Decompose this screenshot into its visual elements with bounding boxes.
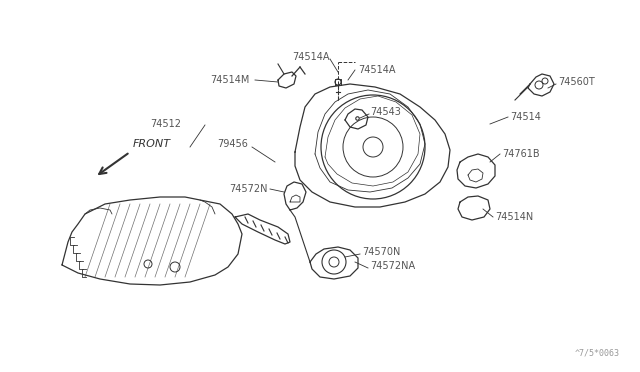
Text: 74514A: 74514A (358, 65, 396, 75)
Text: 74514N: 74514N (495, 212, 533, 222)
Text: 74572N: 74572N (230, 184, 268, 194)
Text: 74572NA: 74572NA (370, 261, 415, 271)
Text: 74514M: 74514M (211, 75, 250, 85)
Text: FRONT: FRONT (133, 139, 171, 149)
Text: 74761B: 74761B (502, 149, 540, 159)
Text: 79456: 79456 (217, 139, 248, 149)
Text: 74514: 74514 (510, 112, 541, 122)
Text: 74560T: 74560T (558, 77, 595, 87)
Text: 74514A: 74514A (292, 52, 330, 62)
Text: 74543: 74543 (370, 107, 401, 117)
Text: 74570N: 74570N (362, 247, 401, 257)
Text: 74512: 74512 (150, 119, 181, 129)
Text: ^7/5*0063: ^7/5*0063 (575, 348, 620, 357)
